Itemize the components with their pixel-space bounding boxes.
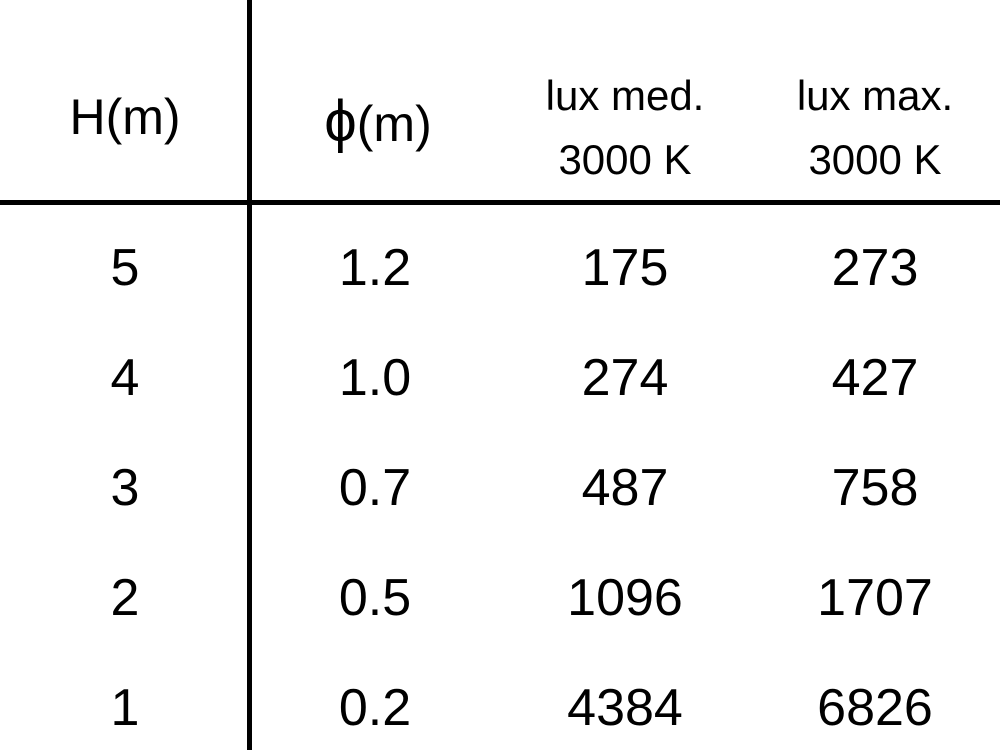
cell-height: 3 [110,459,140,517]
header-lux-med-line1: lux med. [545,72,705,119]
header-lux-max-line1: lux max. [796,72,954,119]
cell-lux-max: 1707 [817,569,933,627]
cell-lux-med: 487 [581,459,669,517]
column-divider [247,0,252,750]
header-lux-med-line2: 3000 K [558,136,692,183]
cell-lux-max: 273 [831,239,919,297]
header-lux-max: lux max. 3000 K [750,64,1000,192]
header-diameter: ϕ(m) [253,88,503,155]
cell-height: 2 [110,569,140,627]
header-diameter-unit: (m) [356,96,432,152]
header-divider [0,200,1000,205]
cell-lux-max: 758 [831,459,919,517]
cell-lux-med: 175 [581,239,669,297]
cell-lux-med: 1096 [567,569,683,627]
cell-diameter: 0.5 [338,569,412,627]
header-height: H(m) [69,89,181,145]
header-lux-med: lux med. 3000 K [500,64,750,192]
cell-lux-max: 427 [831,349,919,407]
cell-lux-max: 6826 [817,679,933,737]
cell-height: 4 [110,349,140,407]
cell-lux-med: 4384 [567,679,683,737]
cell-height: 1 [110,679,140,737]
cell-diameter: 0.7 [338,459,412,517]
cell-diameter: 0.2 [338,679,412,737]
cell-lux-med: 274 [581,349,669,407]
phi-symbol: ϕ [324,89,357,154]
header-lux-max-line2: 3000 K [808,136,942,183]
cell-diameter: 1.0 [338,349,412,407]
cell-height: 5 [110,239,140,297]
cell-diameter: 1.2 [338,239,412,297]
